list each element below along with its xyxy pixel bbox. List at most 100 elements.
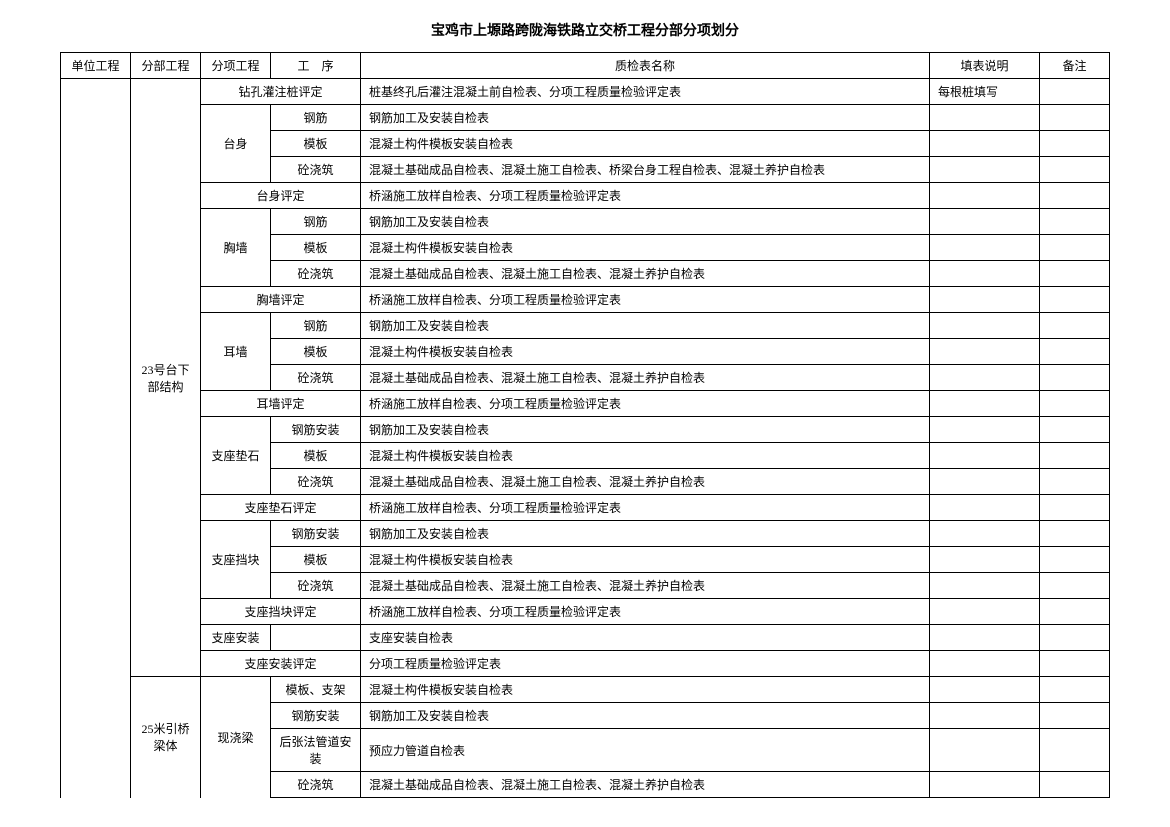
name-cell: 钢筋加工及安装自检表 — [361, 703, 930, 729]
remark-cell — [1040, 521, 1110, 547]
proc-cell: 钢筋 — [271, 209, 361, 235]
remark-cell — [1040, 729, 1110, 772]
sub-cell: 支座挡块评定 — [201, 599, 361, 625]
th-sub: 分项工程 — [201, 53, 271, 79]
proc-cell: 模板 — [271, 339, 361, 365]
desc-cell — [930, 772, 1040, 798]
sub-cell: 台身 — [201, 105, 271, 183]
th-remark: 备注 — [1040, 53, 1110, 79]
remark-cell — [1040, 235, 1110, 261]
sub-cell: 支座安装 — [201, 625, 271, 651]
sub-cell: 耳墙评定 — [201, 391, 361, 417]
main-table: 单位工程 分部工程 分项工程 工 序 质检表名称 填表说明 备注 23号台下部结… — [60, 52, 1110, 798]
name-cell: 钢筋加工及安装自检表 — [361, 521, 930, 547]
table-row: 25米引桥梁体 现浇梁 模板、支架 混凝土构件模板安装自检表 — [61, 677, 1110, 703]
desc-cell — [930, 651, 1040, 677]
proc-cell: 砼浇筑 — [271, 573, 361, 599]
name-cell: 混凝土基础成品自检表、混凝土施工自检表、混凝土养护自检表 — [361, 469, 930, 495]
table-row: 支座垫石 钢筋安装 钢筋加工及安装自检表 — [61, 417, 1110, 443]
desc-cell — [930, 521, 1040, 547]
name-cell: 混凝土基础成品自检表、混凝土施工自检表、混凝土养护自检表 — [361, 365, 930, 391]
part-cell: 23号台下部结构 — [131, 79, 201, 677]
desc-cell — [930, 573, 1040, 599]
name-cell: 混凝土构件模板安装自检表 — [361, 339, 930, 365]
name-cell: 混凝土基础成品自检表、混凝土施工自检表、混凝土养护自检表 — [361, 573, 930, 599]
name-cell: 混凝土基础成品自检表、混凝土施工自检表、混凝土养护自检表 — [361, 261, 930, 287]
table-row: 台身评定 桥涵施工放样自检表、分项工程质量检验评定表 — [61, 183, 1110, 209]
proc-cell: 砼浇筑 — [271, 772, 361, 798]
name-cell: 桩基终孔后灌注混凝土前自检表、分项工程质量检验评定表 — [361, 79, 930, 105]
remark-cell — [1040, 391, 1110, 417]
name-cell: 桥涵施工放样自检表、分项工程质量检验评定表 — [361, 287, 930, 313]
sub-cell: 钻孔灌注桩评定 — [201, 79, 361, 105]
th-proc: 工 序 — [271, 53, 361, 79]
table-row: 支座挡块 钢筋安装 钢筋加工及安装自检表 — [61, 521, 1110, 547]
proc-cell: 模板、支架 — [271, 677, 361, 703]
remark-cell — [1040, 625, 1110, 651]
sub-cell: 台身评定 — [201, 183, 361, 209]
remark-cell — [1040, 469, 1110, 495]
name-cell: 混凝土构件模板安装自检表 — [361, 131, 930, 157]
name-cell: 混凝土构件模板安装自检表 — [361, 235, 930, 261]
desc-cell — [930, 209, 1040, 235]
table-row: 胸墙 钢筋 钢筋加工及安装自检表 — [61, 209, 1110, 235]
desc-cell — [930, 729, 1040, 772]
desc-cell — [930, 677, 1040, 703]
sub-cell: 胸墙 — [201, 209, 271, 287]
table-row: 支座安装评定 分项工程质量检验评定表 — [61, 651, 1110, 677]
page-title: 宝鸡市上塬路跨陇海铁路立交桥工程分部分项划分 — [60, 20, 1110, 40]
proc-cell: 钢筋安装 — [271, 417, 361, 443]
desc-cell — [930, 703, 1040, 729]
th-name: 质检表名称 — [361, 53, 930, 79]
proc-cell: 钢筋安装 — [271, 703, 361, 729]
name-cell: 混凝土基础成品自检表、混凝土施工自检表、桥梁台身工程自检表、混凝土养护自检表 — [361, 157, 930, 183]
sub-cell: 支座挡块 — [201, 521, 271, 599]
name-cell: 分项工程质量检验评定表 — [361, 651, 930, 677]
remark-cell — [1040, 209, 1110, 235]
name-cell: 混凝土构件模板安装自检表 — [361, 547, 930, 573]
sub-cell: 耳墙 — [201, 313, 271, 391]
desc-cell — [930, 261, 1040, 287]
name-cell: 钢筋加工及安装自检表 — [361, 313, 930, 339]
desc-cell — [930, 339, 1040, 365]
name-cell: 混凝土基础成品自检表、混凝土施工自检表、混凝土养护自检表 — [361, 772, 930, 798]
name-cell: 桥涵施工放样自检表、分项工程质量检验评定表 — [361, 391, 930, 417]
remark-cell — [1040, 651, 1110, 677]
proc-cell: 模板 — [271, 547, 361, 573]
part-cell: 25米引桥梁体 — [131, 677, 201, 798]
table-row: 支座安装 支座安装自检表 — [61, 625, 1110, 651]
desc-cell — [930, 131, 1040, 157]
desc-cell — [930, 469, 1040, 495]
desc-cell — [930, 157, 1040, 183]
desc-cell — [930, 235, 1040, 261]
name-cell: 混凝土构件模板安装自检表 — [361, 443, 930, 469]
remark-cell — [1040, 772, 1110, 798]
sub-cell: 胸墙评定 — [201, 287, 361, 313]
remark-cell — [1040, 131, 1110, 157]
name-cell: 支座安装自检表 — [361, 625, 930, 651]
name-cell: 桥涵施工放样自检表、分项工程质量检验评定表 — [361, 495, 930, 521]
remark-cell — [1040, 261, 1110, 287]
proc-cell: 砼浇筑 — [271, 365, 361, 391]
remark-cell — [1040, 443, 1110, 469]
sub-cell: 支座垫石 — [201, 417, 271, 495]
th-part: 分部工程 — [131, 53, 201, 79]
table-row: 台身 钢筋 钢筋加工及安装自检表 — [61, 105, 1110, 131]
header-row: 单位工程 分部工程 分项工程 工 序 质检表名称 填表说明 备注 — [61, 53, 1110, 79]
remark-cell — [1040, 287, 1110, 313]
name-cell: 桥涵施工放样自检表、分项工程质量检验评定表 — [361, 183, 930, 209]
desc-cell — [930, 365, 1040, 391]
remark-cell — [1040, 495, 1110, 521]
desc-cell — [930, 547, 1040, 573]
proc-cell — [271, 625, 361, 651]
desc-cell — [930, 287, 1040, 313]
sub-cell: 支座安装评定 — [201, 651, 361, 677]
name-cell: 钢筋加工及安装自检表 — [361, 105, 930, 131]
desc-cell — [930, 443, 1040, 469]
proc-cell: 模板 — [271, 443, 361, 469]
desc-cell — [930, 105, 1040, 131]
desc-cell — [930, 417, 1040, 443]
desc-cell: 每根桩填写 — [930, 79, 1040, 105]
desc-cell — [930, 183, 1040, 209]
remark-cell — [1040, 677, 1110, 703]
